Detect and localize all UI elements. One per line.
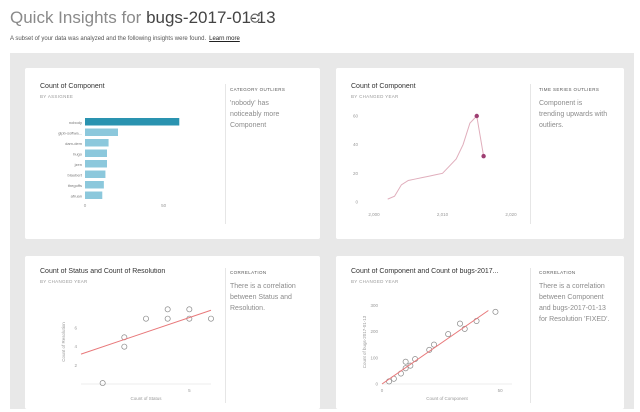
- x-tick-label: 2,000: [368, 212, 380, 217]
- subtitle-text: A subset of your data was analyzed and t…: [10, 36, 207, 42]
- scatter-point: [121, 343, 128, 350]
- y-tick-label: 20: [353, 171, 359, 176]
- trend-line: [381, 310, 489, 385]
- y-tick-label: 4: [74, 344, 77, 349]
- bar: [85, 181, 104, 189]
- x-tick-label: 2,020: [505, 212, 517, 217]
- x-tick-label: 0: [84, 203, 87, 208]
- insight-card-category-outliers[interactable]: Count of Component BY ASSIGNEE nobody glp…: [25, 68, 320, 239]
- scatter-chart: 6 4 2 5 Count of Status Count of Resolution: [61, 306, 214, 401]
- refresh-icon[interactable]: [249, 12, 261, 24]
- insights-canvas: Count of Component BY ASSIGNEE nobody glp…: [10, 53, 634, 409]
- category-label: blaubert: [68, 173, 83, 178]
- insight-type-label: TIME SERIES OUTLIERS: [539, 87, 600, 92]
- insight-description: 'nobody' has noticeably more Component: [230, 100, 280, 129]
- y-axis-title: Count of bugs-2017-01-13: [362, 315, 367, 368]
- x-axis-title: Count of Component: [426, 396, 468, 401]
- card-title: Count of Component: [351, 83, 416, 90]
- page-title: Quick Insights for bugs-2017-01-13: [10, 8, 276, 28]
- bar: [85, 160, 107, 168]
- trend-line: [80, 309, 212, 355]
- y-axis-title: Count of Resolution: [61, 322, 66, 362]
- insight-description: There is a correlation between Component…: [539, 283, 610, 323]
- category-label: dam-dem: [65, 141, 83, 146]
- y-tick-label: 0: [375, 382, 378, 387]
- line-chart: 0 20 40 60 2,000 2,010 2,020: [353, 113, 517, 218]
- insight-card-correlation-component[interactable]: Count of Component and Count of bugs-201…: [336, 256, 624, 409]
- insight-type-label: CORRELATION: [230, 270, 267, 275]
- y-tick-label: 300: [370, 303, 378, 308]
- y-tick-label: 0: [355, 200, 358, 205]
- card-divider: [530, 84, 531, 224]
- insight-type-label: CATEGORY OUTLIERS: [230, 87, 286, 92]
- x-tick-label: 50: [161, 203, 167, 208]
- bar: [85, 118, 180, 126]
- category-label: glpb-softwa...: [58, 131, 82, 136]
- bar: [85, 139, 109, 147]
- series-line: [387, 114, 485, 200]
- y-tick-label: 60: [353, 114, 359, 119]
- insight-card-correlation-status[interactable]: Count of Status and Count of Resolution …: [25, 256, 320, 409]
- category-label: jzen: [74, 162, 82, 167]
- x-tick-label: 50: [498, 388, 504, 393]
- y-tick-label: 6: [74, 326, 77, 331]
- outlier-point: [481, 153, 486, 159]
- card-title: Count of Component: [40, 83, 105, 90]
- card-title: Count of Component and Count of bugs-201…: [351, 268, 499, 275]
- scatter-point: [445, 331, 452, 338]
- page-subtitle: A subset of your data was analyzed and t…: [10, 36, 240, 42]
- y-tick-label: 200: [370, 329, 378, 334]
- category-label: nobody: [69, 120, 82, 125]
- card-subtitle: BY CHANGED YEAR: [351, 279, 399, 284]
- category-label: thegoffs: [68, 183, 82, 188]
- bar: [85, 191, 103, 199]
- y-tick-label: 2: [74, 363, 77, 368]
- x-tick-label: 2,010: [437, 212, 449, 217]
- scatter-point: [492, 308, 499, 315]
- bar: [85, 170, 106, 178]
- outlier-point: [474, 113, 479, 119]
- scatter-point: [402, 365, 409, 372]
- scatter-point: [164, 315, 171, 322]
- scatter-point: [402, 358, 409, 365]
- y-tick-label: 100: [370, 355, 378, 360]
- scatter-point: [431, 341, 437, 348]
- card-divider: [530, 268, 531, 403]
- scatter-point: [457, 320, 463, 327]
- scatter-point: [164, 306, 171, 313]
- scatter-chart: 300 200 100 00 50 Count of Component Count of …: [362, 303, 512, 401]
- scatter-point: [143, 315, 149, 322]
- bar: [85, 149, 107, 157]
- insight-description: There is a correlation between Status an…: [230, 283, 296, 312]
- dataset-name: bugs-2017-01-13: [146, 8, 276, 27]
- bar: [85, 128, 118, 136]
- x-tick-label: 0: [381, 388, 384, 393]
- card-divider: [225, 268, 226, 403]
- scatter-point: [208, 315, 214, 322]
- card-subtitle: BY ASSIGNEE: [40, 94, 74, 99]
- scatter-point: [186, 306, 193, 313]
- scatter-point: [99, 380, 106, 387]
- insight-card-time-series-outliers[interactable]: Count of Component BY CHANGED YEAR 0 20 40…: [336, 68, 624, 239]
- card-title: Count of Status and Count of Resolution: [40, 268, 166, 275]
- x-tick-label: 5: [188, 388, 191, 393]
- category-label: afruan: [71, 194, 82, 199]
- card-divider: [225, 84, 226, 224]
- card-subtitle: BY CHANGED YEAR: [351, 94, 399, 99]
- insight-description: Component is trending upwards with outli…: [539, 100, 608, 129]
- card-subtitle: BY CHANGED YEAR: [40, 279, 88, 284]
- bar-chart: nobody glpb-softwa... dam-dem hugo jzen blaub…: [58, 118, 180, 208]
- x-axis-title: Count of Status: [130, 396, 162, 401]
- y-tick-label: 40: [353, 142, 359, 147]
- page-title-prefix: Quick Insights for: [10, 8, 142, 27]
- learn-more-link[interactable]: Learn more: [209, 36, 240, 42]
- category-label: hugo: [73, 152, 83, 157]
- insight-type-label: CORRELATION: [539, 270, 576, 275]
